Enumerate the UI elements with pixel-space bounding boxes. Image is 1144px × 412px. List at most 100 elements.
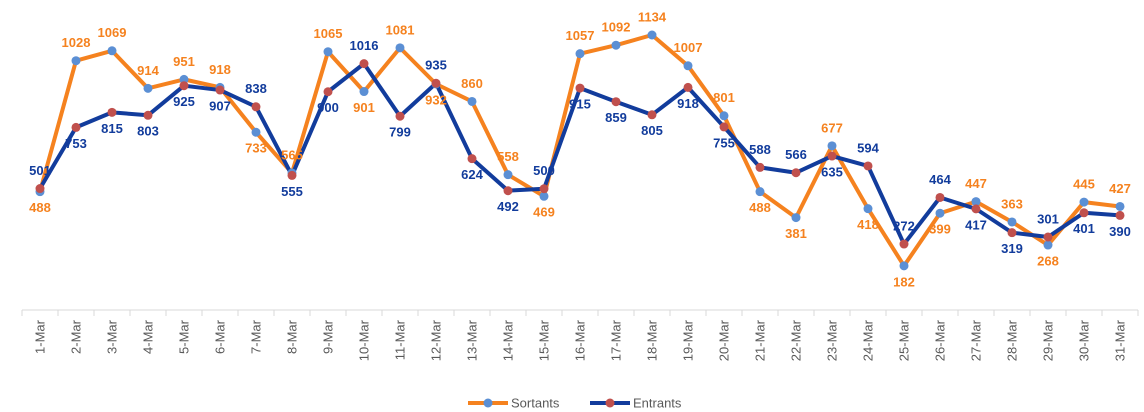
data-label: 624 — [461, 167, 483, 182]
data-label: 565 — [281, 147, 303, 162]
data-label: 588 — [749, 142, 771, 157]
data-label: 932 — [425, 92, 447, 107]
legend: Sortants Entrants — [468, 395, 682, 410]
x-tick-label: 4-Mar — [140, 319, 155, 354]
data-label: 677 — [821, 120, 843, 135]
data-label: 914 — [137, 63, 159, 78]
data-label: 272 — [893, 218, 915, 233]
point — [755, 162, 765, 172]
data-label: 901 — [353, 100, 375, 115]
point — [179, 74, 189, 84]
point — [971, 204, 981, 214]
data-label: 1065 — [314, 26, 343, 41]
data-label: 1007 — [674, 40, 703, 55]
data-label: 555 — [281, 184, 303, 199]
data-label: 427 — [1109, 181, 1131, 196]
data-label: 635 — [821, 164, 843, 179]
data-label: 1081 — [386, 22, 415, 37]
data-label: 445 — [1073, 177, 1095, 192]
data-label: 301 — [1037, 211, 1059, 226]
data-label: 488 — [29, 200, 51, 215]
data-label: 805 — [641, 123, 663, 138]
x-tick-label: 30-Mar — [1076, 319, 1091, 361]
x-tick-label: 26-Mar — [932, 319, 947, 361]
x-tick-label: 15-Mar — [536, 319, 551, 361]
point — [1079, 197, 1089, 207]
point — [107, 107, 117, 117]
point — [611, 40, 621, 50]
point — [323, 87, 333, 97]
x-tick-label: 12-Mar — [428, 319, 443, 361]
x-tick-label: 28-Mar — [1004, 319, 1019, 361]
point — [1007, 228, 1017, 238]
data-label: 1057 — [566, 28, 595, 43]
legend-marker — [605, 398, 615, 408]
data-label: 401 — [1073, 221, 1095, 236]
data-label: 447 — [965, 176, 987, 191]
data-label: 1069 — [98, 25, 127, 40]
point — [539, 184, 549, 194]
point — [215, 85, 225, 95]
x-tick-label: 8-Mar — [284, 319, 299, 354]
point — [755, 187, 765, 197]
x-tick-label: 14-Mar — [500, 319, 515, 361]
x-tick-label: 20-Mar — [716, 319, 731, 361]
data-label: 801 — [713, 90, 735, 105]
point — [1079, 208, 1089, 218]
point — [647, 30, 657, 40]
data-label: 594 — [857, 140, 879, 155]
data-label: 915 — [569, 97, 591, 112]
point — [791, 213, 801, 223]
data-label: 907 — [209, 98, 231, 113]
point — [323, 47, 333, 57]
data-label: 399 — [929, 222, 951, 237]
x-tick-label: 18-Mar — [644, 319, 659, 361]
data-label: 859 — [605, 110, 627, 125]
point — [503, 186, 513, 196]
x-tick-label: 24-Mar — [860, 319, 875, 361]
point — [575, 49, 585, 59]
data-label: 501 — [29, 163, 51, 178]
data-label: 469 — [533, 205, 555, 220]
point — [827, 151, 837, 161]
point — [719, 122, 729, 132]
x-tick-label: 27-Mar — [968, 319, 983, 361]
point — [1115, 210, 1125, 220]
point — [287, 170, 297, 180]
data-label: 390 — [1109, 224, 1131, 239]
data-label: 488 — [749, 200, 771, 215]
x-tick-label: 31-Mar — [1112, 319, 1127, 361]
point — [71, 56, 81, 66]
point — [251, 102, 261, 112]
point — [395, 111, 405, 121]
data-label: 951 — [173, 54, 195, 69]
data-label: 803 — [137, 124, 159, 139]
point — [971, 197, 981, 207]
data-label: 319 — [1001, 241, 1023, 256]
point — [107, 46, 117, 56]
point — [35, 184, 45, 194]
point — [683, 61, 693, 71]
x-tick-label: 23-Mar — [824, 319, 839, 361]
point — [719, 111, 729, 121]
point — [467, 96, 477, 106]
point — [791, 168, 801, 178]
point — [431, 78, 441, 88]
series-line — [38, 33, 1121, 268]
data-label: 1092 — [602, 20, 631, 35]
point — [359, 87, 369, 97]
point — [1007, 217, 1017, 227]
point — [611, 97, 621, 107]
data-label: 558 — [497, 149, 519, 164]
data-label: 1016 — [350, 38, 379, 53]
data-label: 1134 — [638, 9, 667, 24]
x-tick-label: 17-Mar — [608, 319, 623, 361]
x-tick-label: 5-Mar — [176, 319, 191, 354]
legend-marker — [483, 398, 493, 408]
point — [143, 110, 153, 120]
point — [935, 192, 945, 202]
x-tick-label: 29-Mar — [1040, 319, 1055, 361]
data-label: 363 — [1001, 196, 1023, 211]
point — [179, 81, 189, 91]
